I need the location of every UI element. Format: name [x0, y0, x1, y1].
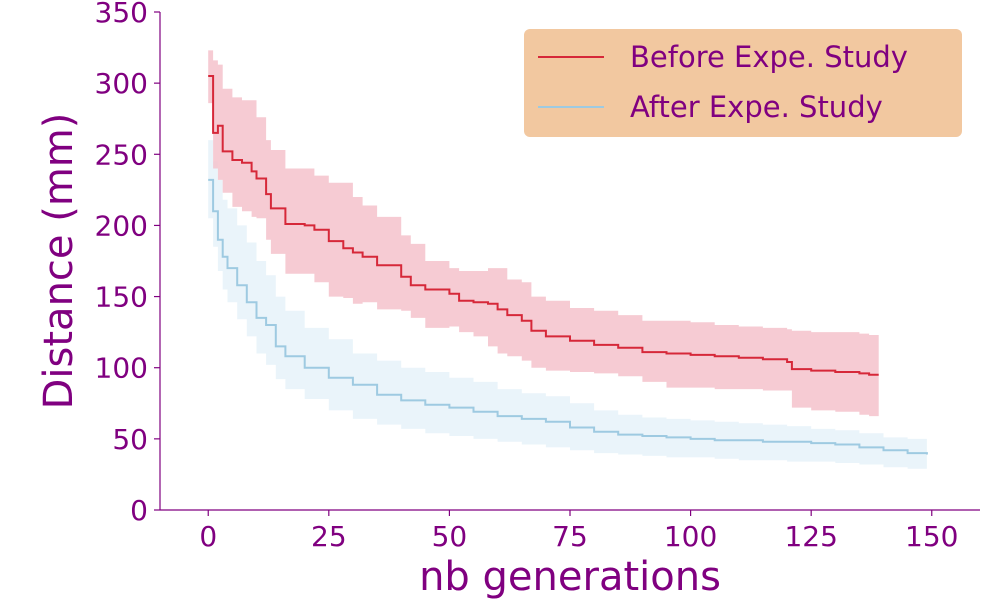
- legend-background: [524, 29, 962, 137]
- x-tick-label: 125: [784, 520, 837, 553]
- y-tick-label: 300: [95, 67, 148, 100]
- line-series-0: [208, 75, 879, 376]
- y-tick-label: 200: [95, 209, 148, 242]
- band-series-1: [208, 140, 927, 471]
- y-tick-label: 0: [130, 494, 148, 527]
- band-series-0: [208, 50, 879, 417]
- series-lines: [208, 75, 928, 455]
- y-tick-label: 150: [95, 281, 148, 314]
- x-tick-label: 150: [905, 520, 958, 553]
- legend-label-before: Before Expe. Study: [630, 40, 908, 74]
- x-tick-label: 50: [432, 520, 468, 553]
- legend-label-after: After Expe. Study: [630, 90, 883, 124]
- legend: Before Expe. Study After Expe. Study: [524, 29, 962, 137]
- x-tick-label: 25: [311, 520, 347, 553]
- y-tick-label: 50: [112, 423, 148, 456]
- x-axis-label: nb generations: [419, 554, 721, 600]
- x-axis-ticks: 0 25 50 75 100 125 150: [199, 510, 958, 553]
- x-tick-label: 100: [664, 520, 717, 553]
- confidence-bands: [208, 50, 927, 471]
- y-axis-label: Distance (mm): [36, 113, 82, 410]
- y-tick-label: 250: [95, 138, 148, 171]
- y-tick-label: 350: [95, 0, 148, 29]
- y-axis-ticks: 0 50 100 150 200 250 300 350: [95, 0, 160, 527]
- x-tick-label: 75: [552, 520, 588, 553]
- y-tick-label: 100: [95, 352, 148, 385]
- x-tick-label: 0: [199, 520, 217, 553]
- line-series-1: [208, 178, 928, 455]
